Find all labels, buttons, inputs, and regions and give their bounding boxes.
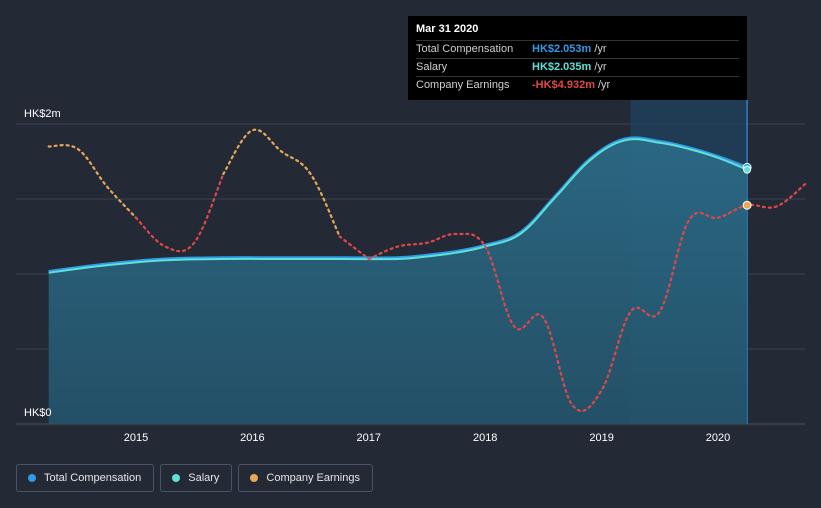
salary-marker	[743, 165, 752, 174]
legend-dot-icon	[172, 474, 181, 482]
company-earnings-line	[47, 128, 807, 412]
tooltip-title: Mar 31 2020	[416, 23, 479, 35]
legend-item-company-earnings[interactable]: Company Earnings	[238, 464, 373, 492]
tooltip-label: Total Compensation	[416, 43, 514, 55]
tooltip-value: HK$2.053m	[532, 43, 592, 55]
y-tick-label: HK$0	[24, 407, 52, 419]
x-tick-label: 2018	[473, 432, 497, 444]
y-tick-label: HK$2m	[24, 108, 61, 120]
tooltip: Mar 31 2020 Total Compensation HK$2.053m…	[408, 16, 747, 100]
earnings-segment-positive	[222, 128, 341, 238]
legend-item-salary[interactable]: Salary	[160, 464, 233, 492]
tooltip-label: Company Earnings	[416, 79, 510, 91]
series-lines	[48, 136, 748, 274]
x-tick-label: 2020	[706, 432, 730, 444]
legend-dot-icon	[250, 474, 259, 482]
earnings-segment	[338, 235, 370, 261]
earnings-segment-positive	[47, 144, 138, 219]
tooltip-value: HK$2.035m	[532, 61, 592, 73]
legend-label: Salary	[188, 472, 220, 484]
earnings-segment	[134, 172, 225, 253]
tooltip-row-salary: Salary HK$2.035m /yr	[416, 58, 739, 76]
salary-line	[48, 138, 748, 274]
x-tick-label: 2019	[589, 432, 613, 444]
legend: Total Compensation Salary Company Earnin…	[16, 464, 373, 492]
earnings-marker	[742, 200, 752, 210]
total-compensation-area	[48, 137, 748, 424]
hover-markers	[742, 162, 752, 210]
tooltip-unit: /yr	[594, 61, 607, 73]
tooltip-label: Salary	[416, 61, 448, 73]
tooltip-value: -HK$4.932m	[532, 79, 595, 91]
legend-dot-icon	[28, 474, 36, 482]
tooltip-unit: /yr	[594, 43, 607, 55]
axes: 2015 2016 2017 2018 2019 2020 HK$0 HK$2m	[24, 108, 730, 444]
x-tick-label: 2016	[240, 432, 264, 444]
legend-item-total-compensation[interactable]: Total Compensation	[16, 464, 155, 492]
legend-label: Company Earnings	[266, 472, 360, 484]
total-compensation-area-fill	[48, 137, 748, 424]
earnings-segment-negative	[367, 182, 807, 412]
x-tick-label: 2015	[124, 432, 148, 444]
tooltip-row-company-earnings: Company Earnings -HK$4.932m /yr	[416, 76, 739, 94]
tooltip-unit: /yr	[597, 79, 611, 91]
total-compensation-line	[48, 136, 748, 273]
tooltip-row-total-compensation: Total Compensation HK$2.053m /yr	[416, 40, 739, 58]
legend-label: Total Compensation	[44, 472, 142, 484]
x-tick-label: 2017	[357, 432, 381, 444]
